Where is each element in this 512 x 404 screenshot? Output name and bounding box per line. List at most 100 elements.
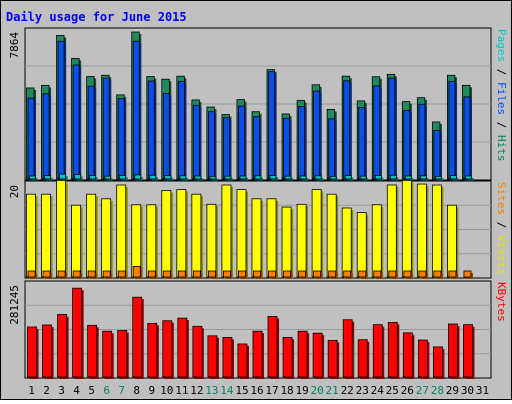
x-tick-label: 31 [476, 384, 489, 397]
hits-files-pages-ylabel-part: / [495, 62, 508, 82]
hits-files-pages-pages-bar-shadow [31, 178, 38, 181]
hits-files-pages-files-bar [72, 64, 80, 180]
visits-sites-visits-bar [206, 203, 217, 278]
visits-sites-sites-bar [328, 270, 337, 278]
kbytes-kbytes-bar [57, 314, 67, 378]
visits-sites-sites-bar [177, 270, 186, 278]
kbytes-kbytes-bar [252, 330, 263, 378]
hits-files-pages-pages-bar [194, 175, 202, 180]
kbytes-kbytes-bar [387, 321, 398, 378]
x-tick-label: 8 [133, 384, 140, 397]
hits-files-pages-max-label: 7864 [8, 32, 21, 59]
x-tick-label: 26 [401, 384, 414, 397]
kbytes-kbytes-bar [207, 335, 218, 378]
hits-files-pages-files-bar [448, 81, 456, 180]
hits-files-pages-pages-bar [44, 175, 51, 180]
visits-sites-sites-bar [403, 270, 412, 278]
x-tick-label: 27 [416, 384, 429, 397]
kbytes-kbytes-bar [27, 326, 37, 378]
visits-sites-visits-bar [341, 207, 352, 278]
hits-files-pages-pages-bar [74, 174, 82, 180]
x-tick-label: 18 [280, 384, 293, 397]
visits-sites-sites-bar [238, 270, 246, 278]
x-tick-label: 3 [58, 384, 65, 397]
kbytes-kbytes-bar [42, 324, 52, 378]
hits-files-pages-pages-bar-shadow [241, 178, 248, 181]
visits-sites-sites-bar [268, 270, 276, 278]
hits-files-pages-pages-bar-shadow [332, 178, 339, 181]
visits-sites-sites-bar [27, 270, 36, 278]
visits-sites-visits-bar [386, 184, 397, 278]
hits-files-pages-pages-bar [134, 174, 142, 180]
hits-files-pages-pages-bar-shadow [211, 178, 218, 181]
visits-sites-visits-bar [401, 179, 412, 278]
visits-sites-sites-bar [388, 270, 397, 278]
hits-files-pages-files-bar [268, 71, 275, 180]
kbytes-kbytes-bar [432, 346, 443, 378]
kbytes-kbytes-bar [448, 323, 458, 378]
visits-sites-sites-bar [132, 266, 141, 278]
hits-files-pages-pages-bar [450, 175, 457, 180]
visits-sites-max-label: 20 [8, 185, 21, 198]
hits-files-pages-files-bar [358, 107, 366, 180]
x-tick-label: 22 [341, 384, 354, 397]
hits-files-pages-pages-bar [119, 175, 127, 180]
hits-files-pages-files-bar [343, 80, 351, 180]
hits-files-pages-pages-bar-shadow [437, 178, 444, 181]
hits-files-pages-pages-bar [209, 175, 217, 180]
kbytes-kbytes-bar [297, 330, 308, 378]
x-tick-label: 20 [311, 384, 324, 397]
kbytes-kbytes-bar [222, 337, 233, 378]
visits-sites-visits-bar [71, 204, 82, 278]
kbytes-kbytes-bar [312, 332, 323, 378]
x-tick-label: 5 [88, 384, 95, 397]
x-tick-label: 14 [220, 384, 234, 397]
hits-files-pages-pages-bar [149, 174, 157, 180]
x-tick-label: 15 [235, 384, 248, 397]
kbytes-kbytes-bar [102, 330, 113, 378]
hits-files-pages-pages-bar-shadow [226, 178, 233, 181]
kbytes-kbytes-bar [162, 320, 173, 378]
hits-files-pages-pages-bar-shadow [181, 177, 188, 181]
hits-files-pages-files-bar [403, 109, 411, 180]
visits-sites-ylabel-part: Visits [495, 235, 508, 275]
hits-files-pages-pages-bar-shadow [196, 178, 203, 181]
hits-files-pages-pages-bar [404, 175, 412, 180]
visits-sites-sites-bar [207, 270, 216, 278]
kbytes-kbytes-bar [72, 287, 83, 378]
hits-files-pages-pages-bar [465, 175, 472, 180]
x-tick-label: 17 [265, 384, 278, 397]
visits-sites-visits-bar [191, 193, 202, 278]
visits-sites-sites-bar [162, 270, 171, 278]
visits-sites-visits-bar [326, 193, 337, 278]
hits-files-pages-files-bar [207, 111, 215, 180]
hits-files-pages-pages-bar [284, 175, 292, 180]
visits-sites-visits-bar [447, 204, 457, 278]
x-tick-label: 6 [103, 384, 110, 397]
visits-sites-visits-bar [146, 204, 157, 278]
hits-files-pages-files-bar [102, 77, 110, 180]
hits-files-pages-pages-bar [254, 175, 262, 180]
visits-sites-sites-bar [42, 270, 51, 278]
hits-files-pages-pages-bar-shadow [362, 178, 369, 181]
kbytes-ylabel-part: KBytes [495, 282, 508, 322]
visits-sites-visits-bar [101, 198, 112, 278]
x-tick-label: 23 [356, 384, 369, 397]
visits-sites-sites-bar [373, 270, 382, 278]
x-tick-label: 30 [461, 384, 474, 397]
chart-title: Daily usage for June 2015 [6, 10, 187, 24]
hits-files-pages-files-bar [313, 90, 321, 180]
hits-files-pages-pages-bar [374, 175, 382, 180]
x-tick-label: 25 [386, 384, 399, 397]
hits-files-pages-pages-bar [239, 175, 247, 180]
kbytes-kbytes-bar [282, 337, 293, 378]
hits-files-pages-files-bar [253, 116, 260, 180]
hits-files-pages-ylabel-part: Hits [495, 135, 508, 162]
hits-files-pages-pages-bar [359, 175, 367, 180]
visits-sites-visits-bar [176, 189, 187, 278]
visits-sites-ylabel-part: Sites [495, 182, 508, 215]
hits-files-pages-files-bar [223, 117, 230, 180]
hits-files-pages-files-bar [418, 103, 426, 180]
x-tick-label: 28 [431, 384, 444, 397]
